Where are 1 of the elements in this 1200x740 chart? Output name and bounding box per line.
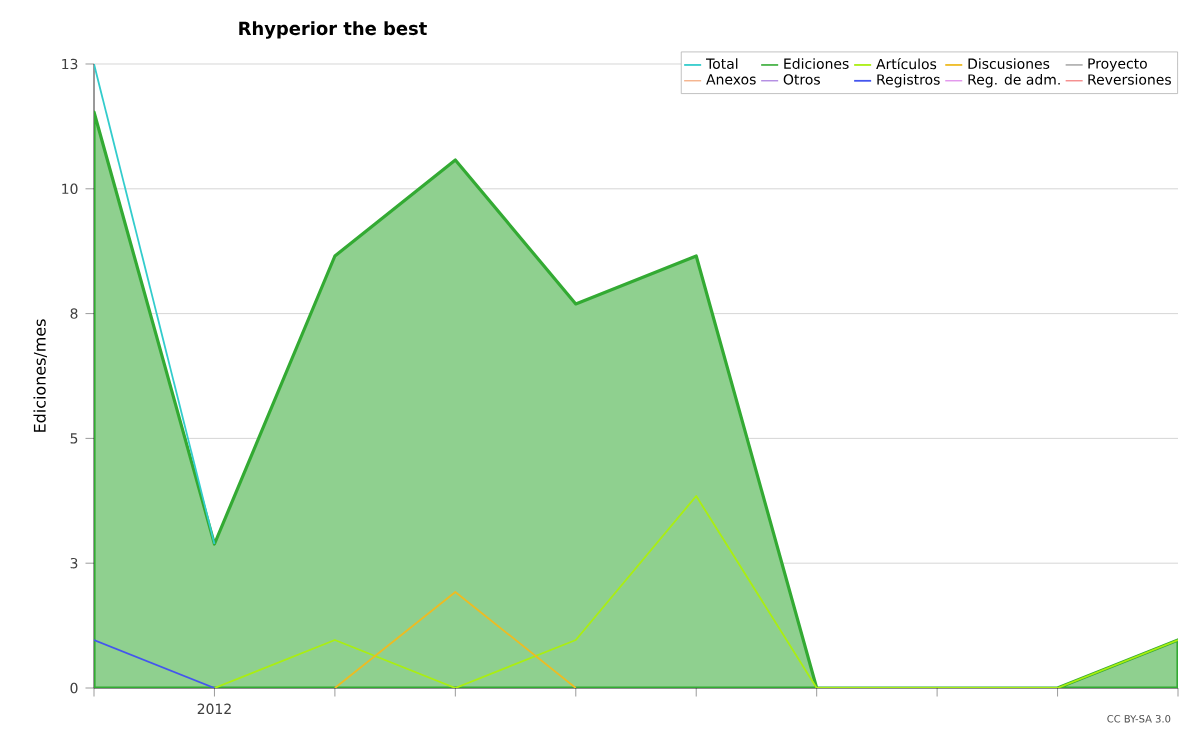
chart-title: Rhyperior the best: [239, 21, 427, 39]
